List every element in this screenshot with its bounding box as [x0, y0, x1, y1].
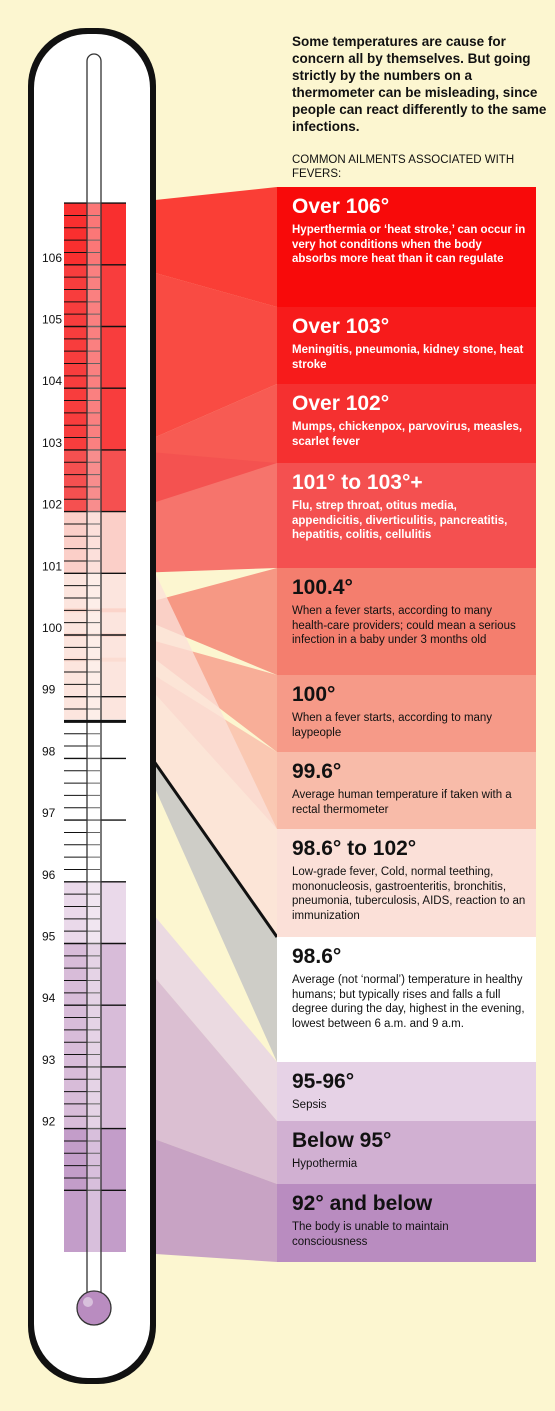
range-title: 100°: [292, 683, 336, 706]
range-title: Over 103°: [292, 315, 390, 338]
range-box-101-to-103: 101° to 103°+ Flu, strep throat, otitus …: [277, 463, 536, 568]
range-description: Hyperthermia or ‘heat stroke,’ can occur…: [292, 224, 526, 265]
range-title: 99.6°: [292, 760, 342, 783]
range-description: When a fever starts, according to many h…: [292, 605, 516, 646]
thermometer-tube: [86, 53, 102, 1315]
range-description: When a fever starts, according to many l…: [292, 712, 493, 739]
connector-92-and-below: [126, 1128, 277, 1262]
range-box-over-103: Over 103° Meningitis, pneumonia, kidney …: [277, 307, 536, 384]
scale-label-95: 95: [42, 930, 56, 944]
connector-101-to-103: [126, 449, 277, 574]
range-title: 98.6° to 102°: [292, 837, 417, 860]
range-title: 101° to 103°+: [292, 471, 423, 494]
range-title: 98.6°: [292, 945, 342, 968]
scale-label-93: 93: [42, 1053, 56, 1067]
band-95-96: [64, 881, 126, 944]
scale-label-103: 103: [42, 436, 62, 450]
range-box-100-4: 100.4° When a fever starts, according to…: [277, 568, 536, 675]
range-title: Over 106°: [292, 195, 390, 218]
band-over-103: [64, 264, 126, 450]
range-box-99-6: 99.6° Average human temperature if taken…: [277, 752, 536, 829]
range-description: Low-grade fever, Cold, normal teething, …: [292, 866, 526, 922]
connector-100-4: [126, 568, 277, 675]
range-box-over-106: Over 106° Hyperthermia or ‘heat stroke,’…: [277, 187, 536, 307]
range-description: Average human temperature if taken with …: [292, 789, 512, 816]
section-subheading: COMMON AILMENTS ASSOCIATED WITH FEVERS:: [292, 154, 515, 180]
connector-98-6-to-102: [126, 511, 277, 937]
range-title: Over 102°: [292, 392, 390, 415]
band-98-6-to-102: [64, 511, 126, 722]
connector-below-95: [126, 943, 277, 1184]
connector-wedges: [124, 187, 279, 1262]
scale-label-98: 98: [42, 744, 56, 758]
band-below-95: [64, 943, 126, 1129]
scale-label-92: 92: [42, 1115, 56, 1129]
range-box-98-6: 98.6° Average (not ‘normal’) temperature…: [277, 937, 536, 1062]
band-over-106: [64, 203, 126, 265]
scale-label-105: 105: [42, 313, 62, 327]
range-description: Hypothermia: [292, 1158, 358, 1170]
range-box-92-and-below: 92° and below The body is unable to main…: [277, 1184, 536, 1262]
connector-over-103: [126, 264, 277, 450]
range-description: The body is unable to maintain conscious…: [292, 1221, 449, 1248]
range-title: 100.4°: [292, 576, 353, 599]
range-description: Meningitis, pneumonia, kidney stone, hea…: [292, 344, 524, 371]
thermometer-bulb: [76, 1290, 112, 1326]
scale-label-97: 97: [42, 806, 56, 820]
range-description: Sepsis: [292, 1099, 327, 1111]
range-description: Mumps, chickenpox, parvovirus, measles, …: [292, 421, 523, 448]
connector-over-106: [126, 187, 277, 307]
range-box-below-95: Below 95° Hypothermia: [277, 1121, 536, 1184]
scale-label-100: 100: [42, 621, 62, 635]
connector-95-96: [126, 881, 277, 1121]
scale-label-94: 94: [42, 991, 56, 1005]
thermometer-scale-labels: 92 93 94 95 96 97 98 99 100 101 102 103 104 105 106: [42, 251, 62, 1129]
range-title: 92° and below: [292, 1192, 433, 1215]
range-box-over-102: Over 102° Mumps, chickenpox, parvovirus,…: [277, 384, 536, 463]
range-description: Average (not ‘normal’) temperature in he…: [292, 974, 525, 1030]
scale-label-104: 104: [42, 374, 62, 388]
range-box-95-96: 95-96° Sepsis: [277, 1062, 536, 1121]
range-box-98-6-to-102: 98.6° to 102° Low-grade fever, Cold, nor…: [277, 829, 536, 937]
range-title: 95-96°: [292, 1070, 355, 1093]
range-title: Below 95°: [292, 1129, 392, 1152]
range-box-100: 100° When a fever starts, according to m…: [277, 675, 536, 752]
scale-label-99: 99: [42, 683, 56, 697]
intro-text: Some temperatures are cause for concern …: [292, 34, 547, 134]
scale-label-106: 106: [42, 251, 62, 265]
scale-label-102: 102: [42, 498, 62, 512]
scale-label-96: 96: [42, 868, 56, 882]
range-description: Flu, strep throat, otitus media, appendi…: [292, 500, 508, 541]
thermometer-ticks: [64, 202, 126, 1192]
scale-label-101: 101: [42, 559, 62, 573]
bulb-highlight: [83, 1297, 93, 1307]
connector-98-6: [126, 719, 277, 1062]
